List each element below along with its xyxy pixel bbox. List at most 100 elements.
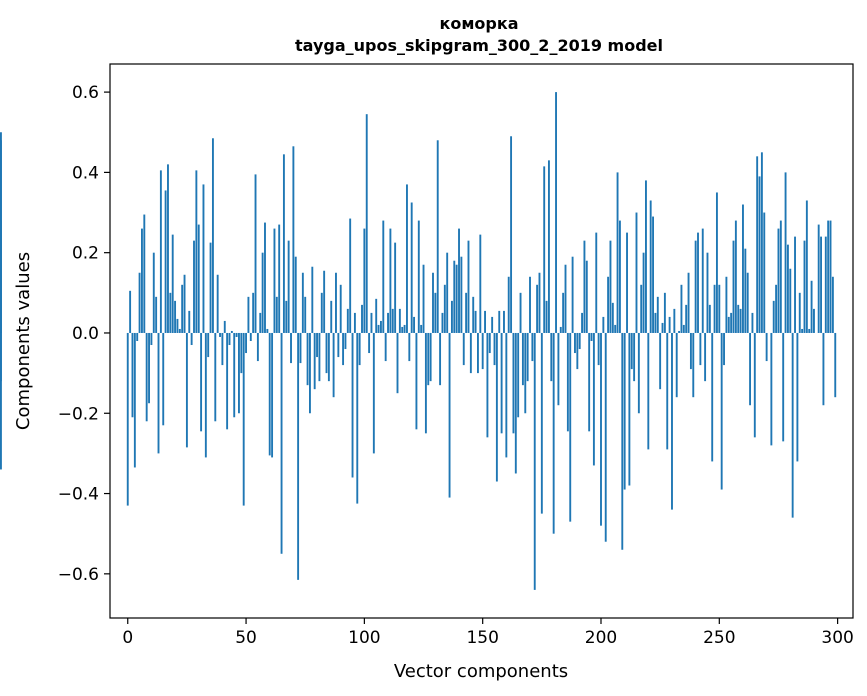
bar-92 [344, 332, 347, 350]
bar-111 [389, 228, 392, 333]
bar-27 [190, 332, 193, 346]
bar-215 [635, 212, 638, 333]
bar-47 [238, 332, 240, 414]
bar-136 [448, 332, 451, 498]
bar-71 [294, 256, 297, 333]
bar-7 [143, 214, 146, 333]
bar-190 [576, 332, 579, 370]
bar-135 [446, 252, 449, 333]
bar-253 [725, 276, 728, 333]
x-axis: 0 50 100 150 200 250 300 [122, 618, 854, 648]
y-tick-label: 0.0 [72, 324, 99, 344]
bar-175 [540, 332, 543, 514]
x-tick-label: 50 [235, 628, 257, 648]
bar-155 [493, 332, 496, 366]
bar-199 [597, 332, 600, 366]
bar-31 [200, 332, 203, 432]
bar-246 [708, 304, 711, 333]
bar-176 [543, 166, 546, 333]
bar-261 [744, 248, 747, 333]
x-tick-label: 100 [348, 628, 380, 648]
bar-296 [827, 220, 830, 333]
bar-58 [264, 222, 266, 333]
bar-117 [403, 324, 406, 333]
bar-77 [309, 332, 311, 414]
bar-147 [474, 310, 477, 333]
bar-143 [465, 292, 468, 333]
bar-154 [491, 316, 494, 333]
bar-53 [252, 292, 255, 333]
bar-99 [361, 304, 363, 333]
bar-56 [259, 312, 262, 333]
bar-181 [555, 92, 557, 333]
bar-229 [668, 316, 671, 333]
bar-97 [356, 332, 359, 504]
bar-13 [157, 332, 160, 454]
bar-272 [770, 332, 773, 446]
bar-138 [453, 260, 456, 333]
bar-169 [526, 332, 529, 382]
bar-144 [467, 240, 470, 333]
bar-125 [422, 264, 425, 333]
bar-249 [715, 192, 718, 333]
bar-142 [462, 332, 465, 366]
bar-165 [517, 332, 520, 418]
bar-207 [616, 172, 619, 333]
bar-275 [777, 228, 780, 333]
x-tick-label: 0 [122, 628, 133, 648]
bar-51 [247, 296, 250, 333]
bar-54 [254, 174, 257, 333]
bar-212 [628, 332, 631, 486]
bar-266 [756, 156, 759, 333]
x-tick-label: 150 [466, 628, 498, 648]
bar-250 [718, 284, 721, 333]
bar-94 [349, 218, 352, 333]
bar-122 [415, 332, 418, 430]
bar-225 [659, 332, 662, 390]
bar-undefined [0, 220, 2, 333]
bar-228 [666, 332, 669, 450]
bar-65 [280, 332, 283, 554]
bar-295 [824, 236, 827, 333]
bar-192 [581, 312, 584, 333]
bar-268 [760, 152, 763, 333]
bar-252 [723, 332, 725, 366]
bar-267 [758, 176, 761, 333]
bar-4 [136, 332, 139, 341]
bar-259 [739, 308, 742, 333]
bar-270 [765, 332, 768, 362]
bar-263 [749, 332, 752, 406]
bar-284 [798, 292, 801, 333]
bar-107 [379, 320, 382, 333]
bar-276 [779, 220, 782, 333]
bar-123 [417, 220, 420, 333]
bar-184 [562, 292, 565, 333]
bar-161 [507, 276, 510, 333]
bar-185 [564, 264, 567, 333]
bar-151 [484, 310, 486, 333]
bar-33 [204, 332, 207, 458]
bar-2 [131, 332, 134, 418]
bar-52 [249, 332, 252, 341]
bar-50 [245, 332, 247, 354]
bar-131 [436, 140, 439, 333]
bar-76 [306, 332, 309, 386]
y-tick-label: 0.4 [72, 163, 99, 183]
bar-245 [706, 252, 709, 333]
bar-231 [673, 308, 676, 333]
bar-160 [505, 332, 508, 458]
bar-289 [810, 280, 813, 333]
bar-69 [290, 332, 292, 364]
bar-294 [822, 332, 825, 406]
bar-63 [275, 296, 278, 333]
bar-48 [240, 332, 243, 374]
bar-177 [545, 300, 548, 333]
bar-222 [652, 216, 654, 333]
bar-242 [699, 332, 702, 366]
bar-128 [429, 332, 432, 382]
bar-292 [817, 224, 820, 333]
bar-187 [569, 332, 572, 522]
bar-127 [427, 332, 430, 386]
bar-173 [536, 284, 539, 333]
